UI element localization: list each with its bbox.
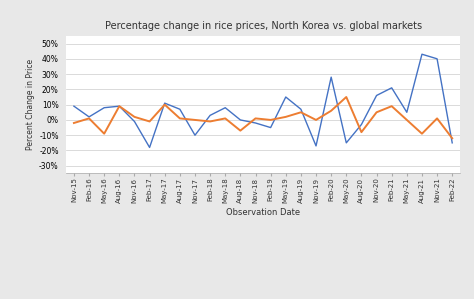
% change, global rice (283, 115, 289, 119)
% change, North Korea rice (358, 123, 364, 126)
% change, North Korea rice (237, 118, 243, 122)
% change, North Korea rice (283, 95, 289, 99)
% change, global rice (162, 103, 168, 106)
% change, North Korea rice (253, 121, 258, 125)
% change, global rice (344, 95, 349, 99)
% change, global rice (101, 132, 107, 135)
% change, global rice (328, 109, 334, 112)
% change, global rice (147, 120, 153, 123)
% change, North Korea rice (313, 144, 319, 148)
% change, North Korea rice (328, 75, 334, 79)
% change, North Korea rice (419, 52, 425, 56)
% change, North Korea rice (147, 146, 153, 149)
% change, North Korea rice (86, 115, 92, 119)
% change, North Korea rice (132, 120, 137, 123)
% change, North Korea rice (192, 133, 198, 137)
% change, North Korea rice (177, 107, 182, 111)
Line: % change, North Korea rice: % change, North Korea rice (74, 54, 452, 147)
% change, global rice (374, 111, 379, 114)
% change, global rice (389, 104, 394, 108)
% change, global rice (419, 132, 425, 135)
% change, global rice (237, 129, 243, 132)
Y-axis label: Percent Change in Price: Percent Change in Price (26, 59, 35, 150)
% change, global rice (192, 118, 198, 122)
% change, North Korea rice (434, 57, 440, 61)
% change, global rice (313, 118, 319, 122)
% change, global rice (253, 117, 258, 120)
% change, global rice (434, 117, 440, 120)
Title: Percentage change in rice prices, North Korea vs. global markets: Percentage change in rice prices, North … (104, 21, 422, 31)
% change, North Korea rice (298, 107, 304, 111)
% change, global rice (222, 117, 228, 120)
% change, global rice (358, 130, 364, 134)
% change, global rice (132, 115, 137, 119)
% change, global rice (117, 104, 122, 108)
% change, global rice (298, 111, 304, 114)
% change, global rice (404, 118, 410, 122)
% change, North Korea rice (344, 141, 349, 145)
% change, North Korea rice (71, 104, 77, 108)
X-axis label: Observation Date: Observation Date (226, 208, 300, 216)
% change, North Korea rice (449, 141, 455, 145)
% change, global rice (86, 117, 92, 120)
% change, North Korea rice (389, 86, 394, 90)
% change, global rice (177, 117, 182, 120)
% change, global rice (449, 136, 455, 140)
% change, global rice (207, 120, 213, 123)
% change, global rice (71, 121, 77, 125)
% change, North Korea rice (207, 114, 213, 117)
% change, North Korea rice (222, 106, 228, 109)
% change, North Korea rice (101, 106, 107, 109)
% change, global rice (268, 118, 273, 122)
% change, North Korea rice (404, 111, 410, 114)
Line: % change, global rice: % change, global rice (74, 97, 452, 138)
% change, North Korea rice (162, 101, 168, 105)
% change, North Korea rice (268, 126, 273, 129)
% change, North Korea rice (117, 104, 122, 108)
% change, North Korea rice (374, 94, 379, 97)
